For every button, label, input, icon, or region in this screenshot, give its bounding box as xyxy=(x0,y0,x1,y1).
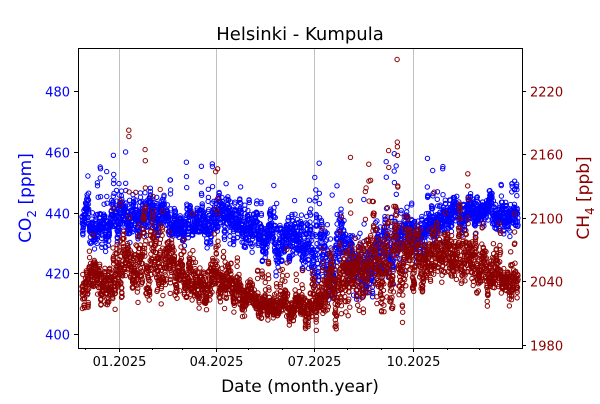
co2-point xyxy=(112,172,116,176)
ch4-point xyxy=(158,187,162,191)
ch4-point xyxy=(191,248,195,252)
ch4-point xyxy=(314,315,318,319)
co2-point xyxy=(138,195,142,199)
co2-point xyxy=(105,201,109,205)
co2-point xyxy=(143,191,147,195)
ch4-point xyxy=(285,273,289,277)
co2-point xyxy=(111,153,115,157)
co2-point xyxy=(325,223,329,227)
co2-point xyxy=(138,191,142,195)
ch4-point xyxy=(235,264,239,268)
ch4-point xyxy=(143,186,147,190)
ch4-point xyxy=(143,159,147,163)
ch4-point xyxy=(147,298,151,302)
co2-point xyxy=(394,164,398,168)
co2-point xyxy=(238,185,242,189)
co2-point xyxy=(199,164,203,168)
ch4-point xyxy=(197,306,201,310)
co2-point xyxy=(103,249,107,253)
co2-point xyxy=(405,205,409,209)
ch4-point xyxy=(280,274,284,278)
co2-point xyxy=(307,198,311,202)
ch4-point xyxy=(294,278,298,282)
co2-point xyxy=(114,188,118,192)
ch4-point xyxy=(232,310,236,314)
ch4-point xyxy=(223,260,227,264)
co2-point xyxy=(431,168,435,172)
co2-point xyxy=(515,194,519,198)
ch4-point xyxy=(127,134,131,138)
co2-point xyxy=(405,210,409,214)
co2-point xyxy=(358,231,362,235)
co2-point xyxy=(499,194,503,198)
co2-point xyxy=(317,161,321,165)
co2-point xyxy=(362,197,366,201)
ch4-point xyxy=(266,318,270,322)
co2-point xyxy=(508,234,512,238)
ch4-point xyxy=(294,272,298,276)
ch4-point xyxy=(222,306,226,310)
co2-point xyxy=(292,198,296,202)
co2-point xyxy=(435,197,439,201)
ch4-point xyxy=(221,249,225,253)
co2-point xyxy=(425,185,429,189)
co2-point xyxy=(123,150,127,154)
ch4-point xyxy=(143,147,147,151)
co2-point xyxy=(250,250,254,254)
co2-point xyxy=(86,174,90,178)
co2-point xyxy=(184,160,188,164)
co2-point xyxy=(95,184,99,188)
ch4-point xyxy=(235,256,239,260)
co2-point xyxy=(117,181,121,185)
ch4-point xyxy=(87,249,91,253)
ch4-point xyxy=(159,302,163,306)
co2-point xyxy=(205,246,209,250)
ch4-point xyxy=(280,278,284,282)
co2-point xyxy=(92,247,96,251)
co2-point xyxy=(272,183,276,187)
co2-point xyxy=(224,182,228,186)
co2-point xyxy=(362,222,366,226)
co2-point xyxy=(206,187,210,191)
co2-point xyxy=(210,184,214,188)
ch4-point xyxy=(161,293,165,297)
co2-point xyxy=(98,176,102,180)
ch4-point xyxy=(113,307,117,311)
chart-title: Helsinki - Kumpula xyxy=(216,24,383,45)
co2-point xyxy=(184,174,188,178)
co2-point xyxy=(425,156,429,160)
co2-point xyxy=(335,184,339,188)
ch4-point xyxy=(263,280,267,284)
co2-point xyxy=(185,185,189,189)
co2-point xyxy=(275,201,279,205)
co2-point xyxy=(299,213,303,217)
ch4-point xyxy=(283,279,287,283)
ch4-point xyxy=(255,276,259,280)
co2-point xyxy=(384,175,388,179)
co2-point xyxy=(394,192,398,196)
ch4-point xyxy=(198,266,202,270)
co2-point xyxy=(317,191,321,195)
co2-point xyxy=(199,180,203,184)
ch4-point xyxy=(136,300,140,304)
co2-point xyxy=(330,193,334,197)
ch4-point xyxy=(168,291,172,295)
ch4-point xyxy=(149,252,153,256)
co2-point xyxy=(384,160,388,164)
ch4-point xyxy=(190,298,194,302)
co2-point xyxy=(119,189,123,193)
co2-point xyxy=(441,193,445,197)
co2-point xyxy=(105,194,109,198)
ch4-point xyxy=(87,255,91,259)
co2-point xyxy=(317,201,321,205)
ch4-point xyxy=(204,308,208,312)
co2-point xyxy=(392,169,396,173)
co2-point xyxy=(124,181,128,185)
co2-point xyxy=(102,202,106,206)
co2-point xyxy=(105,169,109,173)
ch4-point xyxy=(127,128,131,132)
co2-point xyxy=(210,164,214,168)
